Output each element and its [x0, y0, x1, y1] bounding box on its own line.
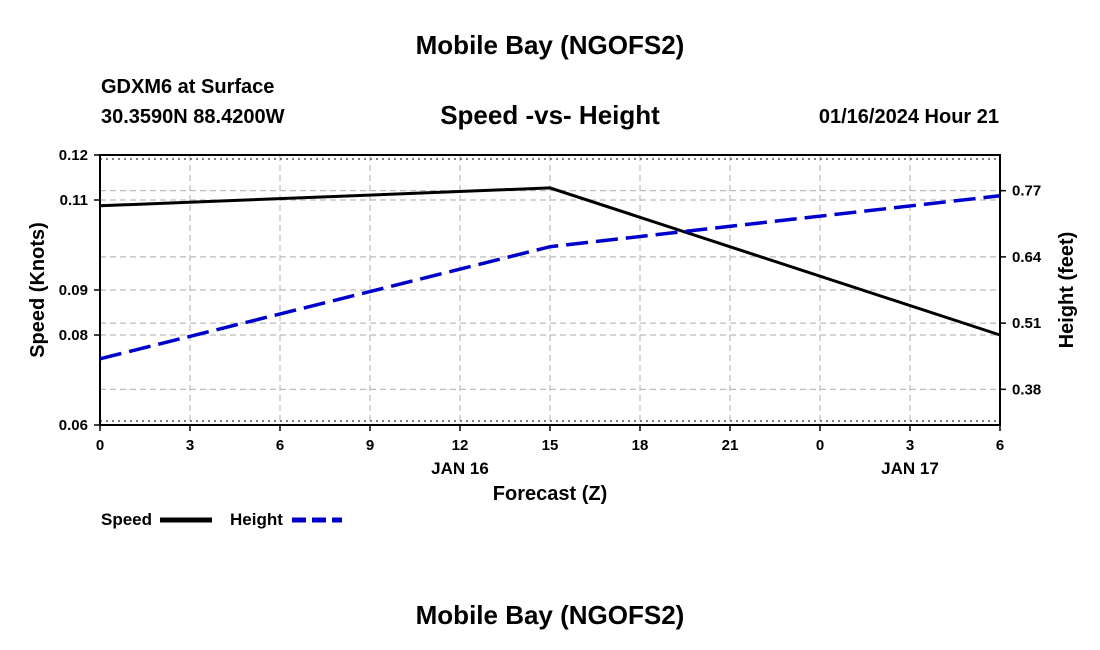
x-tick-label: 21: [722, 437, 739, 454]
x-tick-label: 6: [276, 437, 284, 454]
left-tick-label: 0.06: [59, 417, 88, 434]
x-tick-label: 0: [96, 437, 104, 454]
legend: Speed Height: [101, 510, 342, 529]
left-tick-label: 0.08: [59, 327, 88, 344]
x-tick-label: 15: [542, 437, 559, 454]
x-tick-label: 12: [452, 437, 469, 454]
axis-ticks: 0 3 6 9 12 15 18 21 0 3 6 JAN 16 JAN 17 0.12 0.11 0.09 0…: [59, 147, 1042, 478]
x-tick-label: 3: [906, 437, 914, 454]
left-tick-label: 0.11: [60, 192, 88, 209]
right-tick-label: 0.51: [1012, 315, 1041, 332]
forecast-timestamp: 01/16/2024 Hour 21: [818, 106, 999, 128]
right-tick-label: 0.38: [1012, 381, 1041, 398]
legend-label-speed: Speed: [101, 510, 152, 529]
chart-title: Speed -vs- Height: [440, 100, 660, 130]
main-title: Mobile Bay (NGOFS2): [415, 30, 685, 60]
legend-label-height: Height: [230, 510, 283, 529]
footer-title: Mobile Bay (NGOFS2): [415, 600, 685, 630]
left-axis-label: Speed (Knots): [27, 222, 49, 358]
x-tick-label: 9: [366, 437, 374, 454]
station-label: GDXM6 at Surface: [101, 76, 275, 98]
x-tick-label: 6: [996, 437, 1004, 454]
coordinates-label: 30.3590N 88.4200W: [101, 106, 285, 128]
date-label: JAN 16: [431, 459, 489, 478]
right-tick-label: 0.77: [1012, 183, 1041, 200]
x-tick-label: 18: [632, 437, 649, 454]
right-tick-label: 0.64: [1012, 249, 1042, 266]
right-axis-label: Height (feet): [1056, 232, 1078, 349]
series-line-height: [99, 194, 1001, 361]
series: [99, 186, 1001, 361]
date-label: JAN 17: [881, 459, 939, 478]
x-tick-label: 3: [186, 437, 194, 454]
x-tick-label: 0: [816, 437, 824, 454]
x-axis-label: Forecast (Z): [493, 483, 607, 505]
series-line-speed: [99, 186, 1001, 337]
left-tick-label: 0.09: [59, 282, 88, 299]
left-tick-label: 0.12: [59, 147, 88, 164]
